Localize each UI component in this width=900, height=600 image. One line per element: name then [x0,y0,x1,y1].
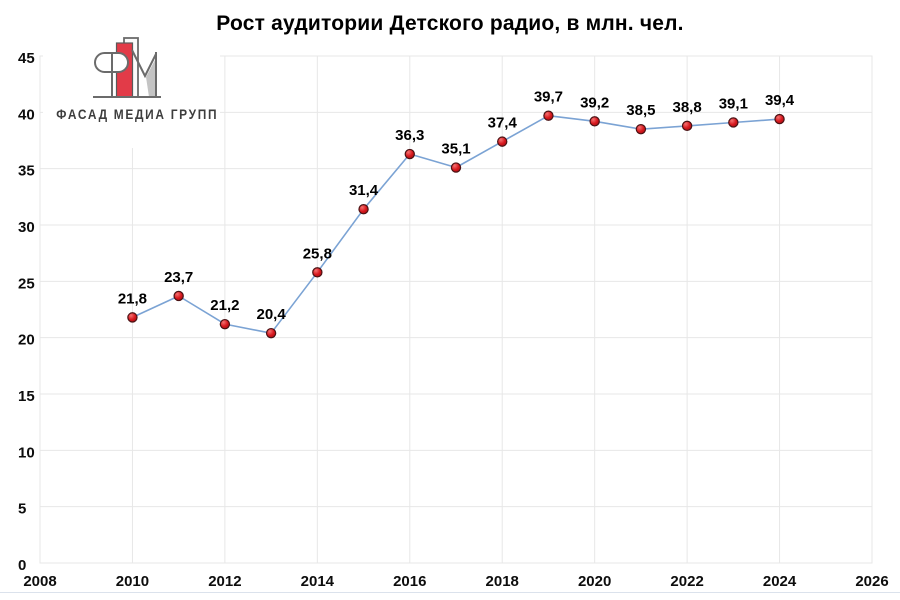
x-tick-label: 2008 [23,573,56,590]
data-point-label: 31,4 [349,182,379,199]
data-point [635,124,647,135]
y-tick-label: 40 [18,106,35,123]
data-point [265,327,277,339]
data-point-label: 36,3 [395,127,424,144]
x-tick-label: 2012 [208,573,241,590]
data-point-label: 39,2 [580,94,609,111]
y-tick-label: 45 [18,50,35,67]
x-tick-label: 2010 [116,573,149,590]
data-point [219,318,231,330]
data-point-label: 38,8 [673,99,702,116]
logo-m-diagonals [131,49,157,79]
data-point [173,290,184,302]
x-tick-label: 2020 [578,573,611,590]
y-tick-label: 35 [18,163,35,180]
data-point [774,113,785,125]
data-point [450,162,462,173]
x-tick-label: 2024 [763,573,797,590]
y-tick-label: 10 [18,444,35,461]
data-point-label: 39,7 [534,89,563,106]
x-tick-label: 2016 [393,573,426,590]
data-point [358,204,369,215]
data-point [681,120,693,132]
logo-text: ФАСАД МЕДИА ГРУПП [56,106,219,122]
data-point [312,267,323,278]
bottom-divider [0,592,900,593]
data-point-label: 38,5 [626,102,655,119]
x-tick-label: 2022 [670,573,703,590]
data-point [497,136,508,147]
data-point-label: 39,4 [765,92,795,109]
data-point-label: 37,4 [488,115,518,132]
logo-m-shade [146,58,156,97]
plot-border [39,55,873,564]
x-tick-label: 2018 [486,573,519,590]
data-point [589,116,600,127]
data-point-label: 20,4 [257,306,287,323]
data-point-label: 39,1 [719,95,748,112]
y-tick-label: 5 [18,501,26,518]
data-point [404,148,415,160]
data-point-label: 23,7 [164,269,193,286]
logo: ФАСАД МЕДИА ГРУПП [43,30,220,148]
data-point-label: 25,8 [303,245,332,262]
logo-mark-icon [93,37,161,98]
y-tick-label: 0 [18,557,26,574]
data-point [728,117,739,128]
data-point-label: 35,1 [441,141,470,158]
y-tick-label: 20 [18,332,35,349]
chart-title: Рост аудитории Детского радио, в млн. че… [216,12,684,35]
x-tick-label: 2026 [855,573,888,590]
data-point [127,312,138,323]
data-point-label: 21,2 [210,297,239,314]
x-tick-label: 2014 [301,573,335,590]
y-tick-label: 15 [18,388,35,405]
y-tick-label: 30 [18,219,35,236]
data-point [543,110,554,121]
data-point-label: 21,8 [118,290,147,307]
y-tick-label: 25 [18,275,35,292]
